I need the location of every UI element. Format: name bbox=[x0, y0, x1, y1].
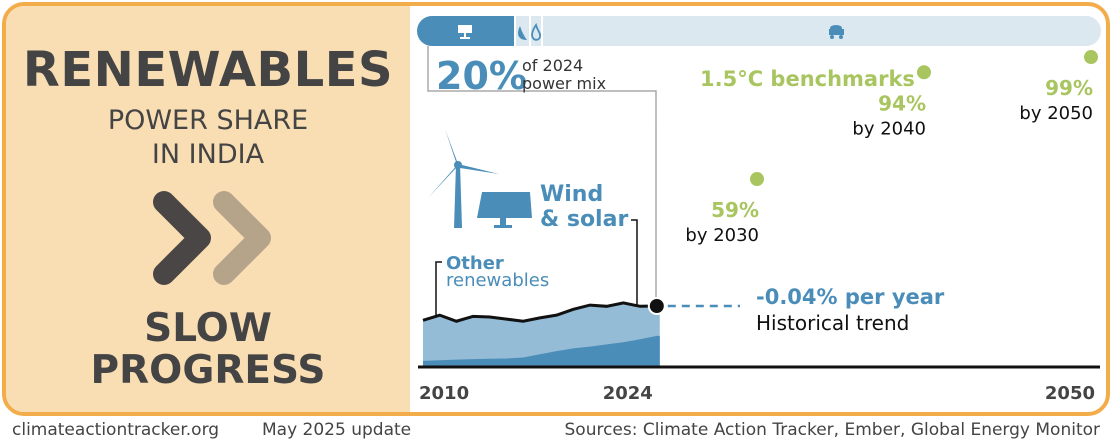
x-tick-label: 2010 bbox=[419, 383, 469, 404]
footer-site: climateactiontracker.org bbox=[12, 420, 220, 440]
callout-line1: of 2024 bbox=[522, 56, 583, 75]
infographic-frame: RENEWABLES POWER SHARE IN INDIA SLOW PRO… bbox=[2, 2, 1110, 416]
chart-areas bbox=[422, 301, 660, 367]
benchmark-dot bbox=[750, 172, 764, 187]
wind-solar-label-2: & solar bbox=[540, 207, 628, 232]
benchmarks: 59% by 2030 94% by 2040 99% by 2050 bbox=[685, 50, 1098, 246]
trend-value: -0.04% per year bbox=[756, 285, 945, 309]
mix-bar-background bbox=[417, 16, 1101, 46]
benchmark-year: by 2040 bbox=[852, 118, 926, 139]
subtitle-line1: POWER SHARE bbox=[107, 105, 309, 136]
footer-date: May 2025 update bbox=[262, 420, 412, 440]
latest-value-dot bbox=[647, 297, 666, 315]
chart-panel: 20% of 2024 power mix Wind & solar Other… bbox=[410, 6, 1106, 412]
other-renewables-label-1: Other bbox=[446, 253, 504, 274]
x-tick-label: 2024 bbox=[603, 383, 653, 404]
benchmark-value: 59% bbox=[711, 198, 759, 222]
subtitle: POWER SHARE IN INDIA bbox=[6, 104, 410, 172]
power-mix-bar bbox=[417, 16, 1101, 46]
chart: 20% of 2024 power mix Wind & solar Other… bbox=[417, 16, 1101, 404]
benchmark-dot bbox=[917, 65, 931, 80]
callout-value: 20% bbox=[436, 54, 527, 98]
benchmark-year: by 2030 bbox=[685, 225, 759, 246]
wind-solar-label-1: Wind bbox=[540, 182, 603, 207]
trend-group bbox=[647, 297, 740, 315]
coal-cart-icon bbox=[829, 25, 844, 39]
benchmark-year: by 2050 bbox=[1019, 103, 1093, 124]
benchmark-value: 94% bbox=[878, 91, 926, 115]
total-renewables-line bbox=[422, 301, 657, 323]
subtitle-line2: IN INDIA bbox=[151, 139, 265, 170]
solar-panel-icon bbox=[458, 25, 472, 39]
benchmark-dot bbox=[1084, 50, 1098, 65]
leaf-icon bbox=[518, 26, 527, 40]
wind-solar-area bbox=[423, 335, 660, 367]
status-line1: SLOW bbox=[144, 306, 272, 351]
benchmarks-title: 1.5°C benchmarks bbox=[700, 67, 915, 91]
callout-leader-line bbox=[427, 46, 657, 306]
trend-label: Historical trend bbox=[756, 311, 909, 335]
footer-sources: Sources: Climate Action Tracker, Ember, … bbox=[564, 420, 1101, 440]
progress-status: SLOW PROGRESS bbox=[6, 308, 410, 392]
x-ticks: 2010 2024 2050 bbox=[419, 383, 1095, 404]
wind-turbine-icon bbox=[428, 129, 499, 228]
callout-line2: power mix bbox=[522, 74, 606, 93]
title: RENEWABLES bbox=[22, 42, 394, 98]
double-chevron-right-icon bbox=[153, 191, 271, 285]
other-renewables-label-2: renewables bbox=[446, 270, 549, 291]
benchmark-value: 99% bbox=[1045, 76, 1093, 100]
solar-panel-large-icon bbox=[477, 192, 532, 228]
x-tick-label: 2050 bbox=[1045, 383, 1095, 404]
status-line2: PROGRESS bbox=[90, 348, 326, 393]
flame-icon bbox=[531, 22, 542, 41]
left-panel: RENEWABLES POWER SHARE IN INDIA SLOW PRO… bbox=[6, 6, 410, 412]
